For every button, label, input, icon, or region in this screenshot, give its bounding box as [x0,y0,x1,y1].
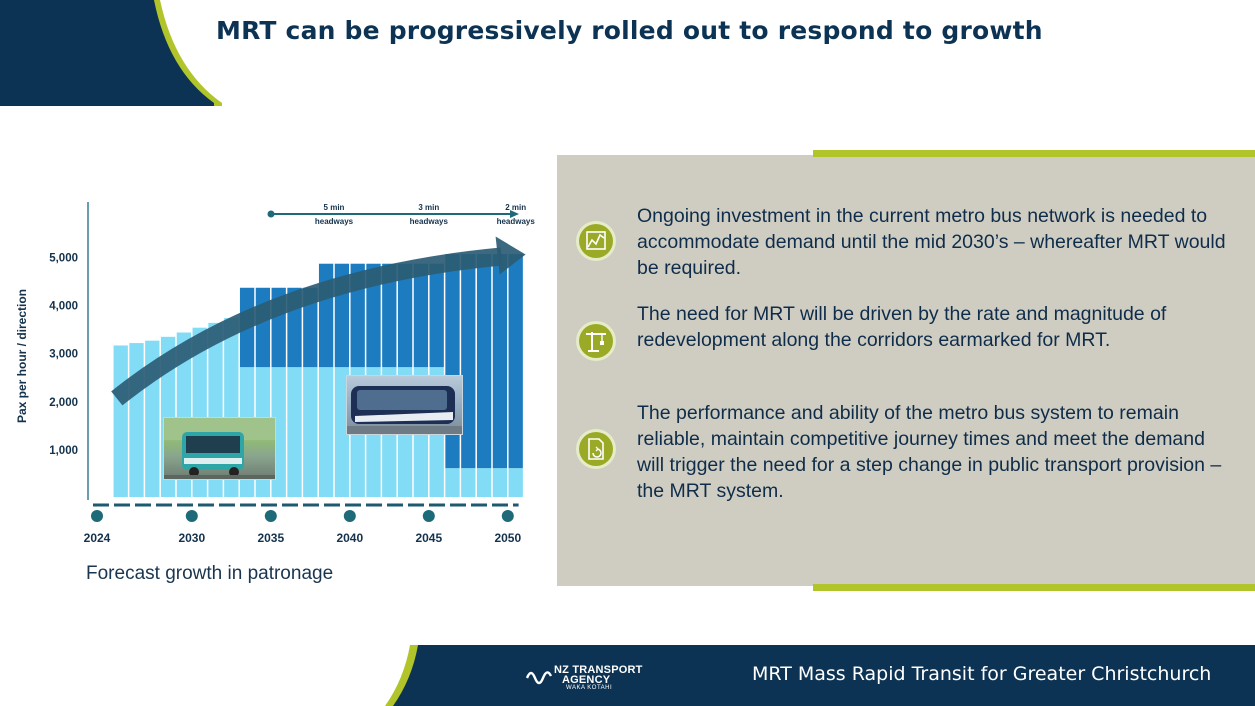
bullet-text-1: Ongoing investment in the current metro … [637,205,1226,279]
x-tick-label: 2045 [415,531,442,545]
nzta-logo-icon [525,671,553,685]
bar-metro-bus [303,367,318,497]
bar-metro-bus [129,343,144,497]
logo-text-line2: AGENCY [562,674,611,686]
bar-metro-bus [287,367,302,497]
bar-metro-bus [445,468,460,497]
bar-mrt [382,263,397,368]
bar-mrt [397,263,413,368]
bar-metro-bus [476,468,492,497]
x-tick-label: 2035 [257,531,284,545]
x-tick-marker [91,510,103,522]
logo-subtext: WAKA KOTAHI [566,685,613,691]
y-tick-label: 1,000 [49,445,78,457]
bar-mrt [461,254,476,469]
bar-mrt [303,287,318,368]
trend-arrow-head [495,236,526,275]
headway-label: 3 min [418,203,439,212]
page-title: MRT can be progressively rolled out to r… [216,16,1043,45]
trend-arrow-body [111,247,503,406]
headways-start-dot [267,210,275,218]
document-refresh-icon [576,429,616,469]
y-tick-label: 2,000 [49,397,78,409]
bar-mrt [366,263,381,368]
panel-accent-bar-bottom [813,584,1255,591]
panel-accent-bar-top [813,150,1255,157]
footer-band [385,645,1255,706]
headway-label: 2 min [505,203,526,212]
headways-arrowhead [510,210,519,218]
bullet-text-2: The need for MRT will be driven by the r… [637,303,1167,351]
bar-metro-bus [318,367,334,497]
x-tick-label: 2050 [494,531,521,545]
x-tick-label: 2024 [84,531,111,545]
bar-mrt [476,254,492,469]
headway-label: 5 min [324,203,345,212]
bar-metro-bus [334,367,350,497]
y-tick-label: 5,000 [49,253,78,265]
info-panel [557,155,1255,586]
bar-metro-bus [461,468,476,497]
bar-mrt [429,263,444,368]
line-chart-icon [576,221,616,261]
x-tick-label: 2040 [336,531,363,545]
x-tick-marker [185,510,198,522]
y-tick-label: 3,000 [49,349,78,361]
y-axis-label: Pax per hour / direction [15,289,29,423]
chart-caption: Forecast growth in patronage [86,563,334,584]
x-tick-marker [501,510,514,522]
bar-metro-bus [113,345,128,497]
x-tick-label: 2030 [178,531,205,545]
crane-icon [576,321,616,361]
bar-mrt [492,254,508,469]
bar-mrt [508,254,523,469]
headway-sublabel: headways [410,217,449,226]
headway-sublabel: headways [315,217,354,226]
bar-metro-bus [492,468,508,497]
x-tick-marker [422,510,435,522]
metro-bus-photo [163,417,276,480]
y-tick-label: 4,000 [49,301,78,313]
logo-text-line1: NZ TRANSPORT [554,664,643,676]
header-corner-shape [0,0,222,106]
bullet-text-3: The performance and ability of the metro… [637,402,1222,502]
bar-metro-bus [508,468,523,497]
footer-title: MRT Mass Rapid Transit for Greater Chris… [752,663,1212,685]
bar-mrt [445,254,460,469]
bar-mrt [255,287,271,368]
patronage-chart: 1,000 2,000 3,000 4,000 5,000 Pax per hour / … [15,202,536,545]
headway-sublabel: headways [497,217,536,226]
x-tick-marker [264,510,277,522]
bar-mrt [413,263,429,368]
mrt-vehicle-photo [346,375,463,435]
x-tick-marker [343,510,356,522]
